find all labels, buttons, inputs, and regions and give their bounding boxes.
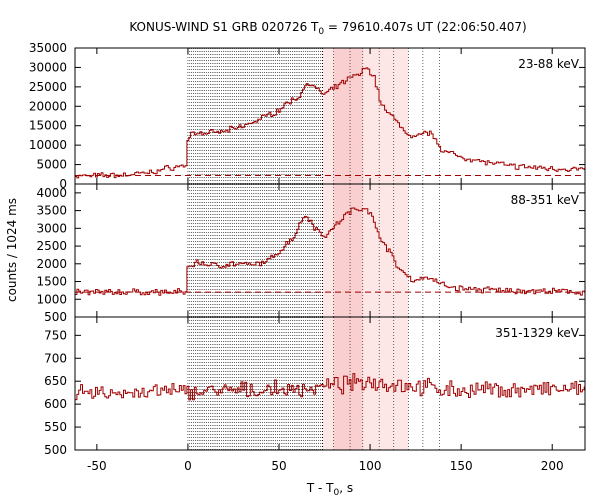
shaded-interval xyxy=(322,317,334,450)
panel-content xyxy=(75,317,585,450)
shaded-interval xyxy=(333,48,351,184)
light-curve-series xyxy=(75,207,585,296)
shaded-interval xyxy=(333,184,351,317)
x-tick-label: 50 xyxy=(271,459,286,473)
y-tick-label: 30000 xyxy=(29,60,67,74)
y-tick-label: 20000 xyxy=(29,99,67,113)
shaded-interval xyxy=(362,184,380,317)
shaded-interval xyxy=(393,48,409,184)
y-tick-label: 1500 xyxy=(36,275,67,289)
x-axis-label: T - T0, s xyxy=(306,481,353,498)
shaded-interval xyxy=(379,317,394,450)
y-tick-label: 10000 xyxy=(29,138,67,152)
y-tick-label: 0 xyxy=(59,177,67,191)
y-tick-label: 3500 xyxy=(36,204,67,218)
x-tick-label: 150 xyxy=(450,459,473,473)
panel-content xyxy=(75,184,585,317)
y-tick-label: 5000 xyxy=(36,158,67,172)
panel-content xyxy=(75,48,585,184)
shaded-interval xyxy=(322,48,334,184)
shaded-interval xyxy=(350,48,363,184)
y-tick-label: 3000 xyxy=(36,221,67,235)
light-curve-series xyxy=(75,67,585,179)
y-tick-label: 4000 xyxy=(36,186,67,200)
x-tick-label: -50 xyxy=(87,459,107,473)
y-tick-label: 35000 xyxy=(29,41,67,55)
y-tick-label: 650 xyxy=(44,374,67,388)
panel-frame xyxy=(74,316,586,451)
light-curve-series xyxy=(75,373,585,401)
shaded-interval xyxy=(393,184,409,317)
energy-band-label: 88-351 keV xyxy=(511,193,580,207)
y-tick-label: 750 xyxy=(44,328,67,342)
chart-title: KONUS-WIND S1 GRB 020726 T0 = 79610.407s… xyxy=(129,20,526,37)
y-tick-label: 1000 xyxy=(36,292,67,306)
y-tick-label: 700 xyxy=(44,351,67,365)
x-tick-label: 200 xyxy=(541,459,564,473)
shaded-interval xyxy=(379,48,394,184)
y-tick-label: 500 xyxy=(44,310,67,324)
x-tick-label: 100 xyxy=(359,459,382,473)
y-tick-label: 600 xyxy=(44,397,67,411)
energy-band-label: 23-88 keV xyxy=(518,57,580,71)
x-tick-label: 0 xyxy=(184,459,192,473)
shaded-interval xyxy=(333,317,351,450)
y-tick-label: 25000 xyxy=(29,80,67,94)
shaded-interval xyxy=(322,184,334,317)
y-tick-label: 2500 xyxy=(36,239,67,253)
y-tick-label: 15000 xyxy=(29,119,67,133)
y-tick-label: 550 xyxy=(44,420,67,434)
y-tick-label: 500 xyxy=(44,443,67,457)
shaded-interval xyxy=(362,317,380,450)
panels-group: 0500010000150002000025000300003500023-88… xyxy=(29,41,586,473)
shaded-interval xyxy=(350,184,363,317)
y-axis-label: counts / 1024 ms xyxy=(5,198,19,302)
energy-band-label: 351-1329 keV xyxy=(495,326,579,340)
y-tick-label: 2000 xyxy=(36,257,67,271)
